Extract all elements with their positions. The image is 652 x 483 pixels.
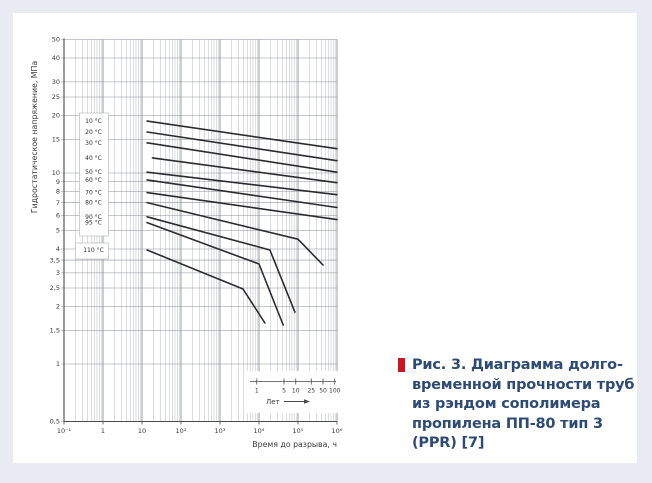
- years-tick-label: 100: [329, 388, 341, 395]
- years-scale-box: [246, 371, 342, 413]
- years-scale-axis: [250, 378, 336, 385]
- temp-label-110-box: [75, 242, 109, 260]
- x-tick-label: 10: [138, 427, 146, 435]
- temp-label: 30 °C: [85, 140, 102, 147]
- y-tick-label: 40: [52, 54, 60, 62]
- years-scale-labels: 1 5 10 25 50 100: [255, 388, 341, 395]
- curve-70C: [146, 191, 338, 221]
- caption-line: временной прочности труб: [412, 376, 635, 393]
- caption-text: Рис. 3. Диаграмма долго- временной прочн…: [412, 356, 635, 454]
- y-tick-label: 1: [56, 360, 60, 368]
- curve-80C: [146, 201, 324, 266]
- y-tick-label: 20: [52, 112, 60, 120]
- years-tick-label: 1: [255, 388, 259, 395]
- temperature-curves: [146, 120, 338, 326]
- y-tick-label: 6: [56, 212, 60, 220]
- curve-95C: [146, 221, 285, 326]
- y-tick-label: 15: [52, 136, 60, 144]
- temp-label: 80 °C: [85, 200, 102, 207]
- x-tick-label: 10⁵: [293, 427, 304, 435]
- x-tick-label: 10⁶: [332, 427, 343, 435]
- x-tick-label: 10²: [176, 427, 187, 435]
- y-tick-label: 7: [56, 199, 60, 207]
- y-tick-label: 50: [52, 36, 60, 44]
- curve-60C: [146, 179, 338, 209]
- x-axis-title: Время до разрыва, ч: [252, 440, 337, 449]
- caption-line: из рэндом сополимера: [412, 396, 601, 412]
- curve-30C: [146, 142, 338, 173]
- y-tick-label: 2: [56, 303, 60, 311]
- temp-label: 10 °C: [85, 118, 102, 125]
- temp-label: 40 °C: [85, 155, 102, 162]
- x-tick-label: 10⁴: [254, 427, 265, 435]
- caption-line: Рис. 3. Диаграмма долго-: [412, 357, 623, 373]
- y-tick-label: 1,5: [50, 327, 60, 335]
- curve-20C: [146, 131, 338, 162]
- y-tick-label: 2,5: [50, 284, 60, 292]
- caption-bullet-icon: [398, 358, 405, 372]
- curve-50C: [146, 171, 338, 196]
- y-tick-labels: 50 40 30 25 20 15 109 8 7 6 5 4 3,5 3 2,5 2 1,5 1 0,5: [50, 36, 60, 426]
- years-axis-label: Лет: [266, 398, 280, 406]
- temp-label: 50 °C: [85, 169, 102, 176]
- y-tick-label: 0,5: [50, 418, 60, 426]
- temp-labels-box: [79, 112, 109, 237]
- y-tick-label: 4: [56, 245, 60, 253]
- y-tick-label: 10: [52, 169, 60, 177]
- temp-label: 20 °C: [85, 129, 102, 136]
- curve-40C: [151, 157, 338, 184]
- curve-90C: [146, 216, 296, 313]
- y-axis-title: Гидростатическое напряжение, МПа: [30, 61, 39, 214]
- x-tick-label: 10⁻¹: [57, 427, 72, 435]
- years-tick-label: 5: [282, 388, 286, 395]
- y-tick-label: 8: [56, 188, 60, 196]
- y-tick-label: 25: [52, 93, 60, 101]
- curve-10C: [146, 120, 338, 150]
- figure-caption: Рис. 3. Диаграмма долго- временной прочн…: [398, 356, 638, 454]
- y-tick-label: 3,5: [50, 256, 60, 264]
- temp-label: 90 °C: [85, 214, 102, 221]
- temp-labels: 10 °C 20 °C 30 °C 40 °C 50 °C60 °C 70 °C 80 °C…: [83, 118, 104, 254]
- y-tick-label: 3: [56, 269, 60, 277]
- temp-label: 60 °C: [85, 177, 102, 184]
- x-tick-label: 1: [101, 427, 105, 435]
- years-tick-label: 25: [307, 388, 315, 395]
- x-axis-ticks: [63, 421, 338, 425]
- x-tick-label: 10³: [215, 427, 226, 435]
- x-tick-labels: 10⁻¹ 1 10 10² 10³ 10⁴ 10⁵ 10⁶: [57, 427, 343, 435]
- temp-label: 95 °C: [85, 220, 102, 227]
- caption-line: пропилена ПП-80 тип 3: [412, 415, 603, 432]
- curve-110C: [146, 249, 266, 324]
- years-tick-label: 10: [292, 388, 300, 395]
- years-tick-label: 50: [319, 388, 327, 395]
- y-tick-label: 9: [56, 178, 60, 186]
- y-tick-label: 30: [52, 78, 60, 86]
- y-tick-label: 5: [56, 227, 60, 235]
- caption-line: (PPR) [7]: [412, 435, 485, 451]
- years-arrow-icon: [304, 399, 310, 404]
- temp-label: 70 °C: [85, 190, 102, 197]
- temp-label: 110 °C: [83, 247, 104, 254]
